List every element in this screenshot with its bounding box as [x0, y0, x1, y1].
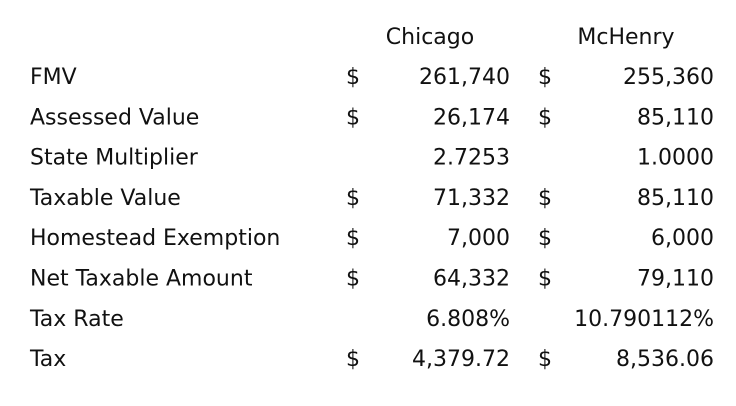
- currency-symbol: $: [346, 65, 360, 90]
- column-header: McHenry: [577, 25, 674, 50]
- cell-value: 85,110: [637, 186, 714, 211]
- row-label: FMV: [30, 65, 77, 90]
- cell-value: 64,332: [433, 267, 510, 292]
- currency-symbol: $: [538, 226, 552, 251]
- currency-symbol: $: [346, 267, 360, 292]
- cell-value: 10.790112%: [574, 307, 714, 332]
- currency-symbol: $: [346, 347, 360, 372]
- currency-symbol: $: [538, 65, 552, 90]
- currency-symbol: $: [538, 105, 552, 130]
- cell-value: 255,360: [623, 65, 714, 90]
- cell-value: 4,379.72: [412, 347, 510, 372]
- cell-value: 8,536.06: [616, 347, 714, 372]
- row-label: Taxable Value: [29, 186, 181, 211]
- cell-value: 79,110: [637, 267, 714, 292]
- row-label: Homestead Exemption: [30, 226, 280, 251]
- currency-symbol: $: [346, 105, 360, 130]
- row-label: Assessed Value: [30, 105, 199, 130]
- cell-value: 2.7253: [433, 146, 510, 171]
- cell-value: 7,000: [447, 226, 510, 251]
- row-label: State Multiplier: [30, 146, 199, 171]
- cell-value: 71,332: [433, 186, 510, 211]
- cell-value: 26,174: [433, 105, 510, 130]
- cell-value: 6.808%: [426, 307, 510, 332]
- cell-value: 261,740: [419, 65, 510, 90]
- cell-value: 85,110: [637, 105, 714, 130]
- currency-symbol: $: [346, 186, 360, 211]
- currency-symbol: $: [346, 226, 360, 251]
- currency-symbol: $: [538, 347, 552, 372]
- currency-symbol: $: [538, 186, 552, 211]
- currency-symbol: $: [538, 267, 552, 292]
- column-header: Chicago: [386, 25, 474, 50]
- row-label: Tax Rate: [29, 307, 124, 332]
- cell-value: 6,000: [651, 226, 714, 251]
- row-label: Tax: [29, 347, 66, 372]
- cell-value: 1.0000: [637, 146, 714, 171]
- row-label: Net Taxable Amount: [30, 267, 253, 292]
